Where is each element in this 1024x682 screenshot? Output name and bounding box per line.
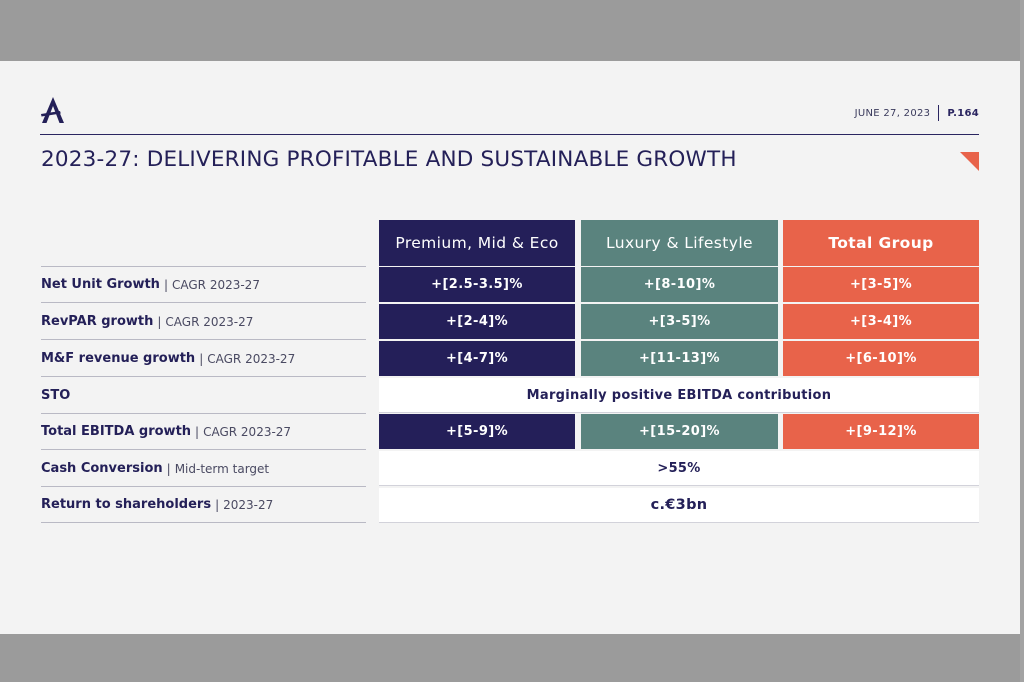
cell-mf-revenue-luxury: +[11-13]% [581, 341, 778, 376]
row-subtitle: CAGR 2023-27 [165, 314, 254, 329]
pipe-separator: | [157, 314, 162, 329]
pipe-separator: | [199, 351, 204, 366]
orange-corner-triangle-icon [960, 152, 979, 171]
header-meta: JUNE 27, 2023 P.164 [855, 105, 979, 121]
row-subtitle: CAGR 2023-27 [203, 424, 292, 439]
cell-sto-merged: Marginally positive EBITDA contribution [379, 378, 979, 413]
row-title: Total EBITDA growth [41, 424, 192, 439]
row-subtitle: Mid-term target [174, 461, 270, 476]
header-rule [40, 134, 979, 135]
cell-ebitda-total: +[9-12]% [783, 414, 979, 449]
row-label-sto: STO [41, 378, 366, 414]
column-header-premium: Premium, Mid & Eco [379, 220, 575, 266]
row-label-total-ebitda-growth: Total EBITDA growth | CAGR 2023-27 [41, 414, 366, 450]
right-gutter [1020, 0, 1024, 682]
pipe-separator: | [195, 424, 200, 439]
cell-mf-revenue-total: +[6-10]% [783, 341, 979, 376]
cell-revpar-total: +[3-4]% [783, 304, 979, 339]
cell-return-to-shareholders-merged: c.€3bn [379, 488, 979, 523]
cell-revpar-premium: +[2-4]% [379, 304, 575, 339]
cell-ebitda-premium: +[5-9]% [379, 414, 575, 449]
row-label-net-unit-growth: Net Unit Growth | CAGR 2023-27 [41, 267, 366, 303]
row-subtitle: CAGR 2023-27 [171, 277, 260, 292]
row-subtitle: 2023-27 [223, 497, 274, 512]
cell-net-unit-growth-luxury: +[8-10]% [581, 267, 778, 302]
accor-a-logo-icon [41, 97, 64, 123]
row-title: STO [41, 388, 71, 403]
column-header-luxury: Luxury & Lifestyle [581, 220, 778, 266]
row-label-return-to-shareholders: Return to shareholders | 2023-27 [41, 487, 366, 523]
page-number: P.164 [947, 107, 979, 119]
column-header-total: Total Group [783, 220, 979, 266]
row-title: Return to shareholders [41, 497, 212, 512]
cell-ebitda-luxury: +[15-20]% [581, 414, 778, 449]
row-title: RevPAR growth [41, 314, 154, 329]
cell-net-unit-growth-total: +[3-5]% [783, 267, 979, 302]
pipe-separator: | [215, 497, 220, 512]
cell-revpar-luxury: +[3-5]% [581, 304, 778, 339]
divider [938, 105, 940, 121]
row-title: Net Unit Growth [41, 277, 160, 292]
pipe-separator: | [163, 277, 168, 292]
row-subtitle: CAGR 2023-27 [207, 351, 296, 366]
row-label-cash-conversion: Cash Conversion | Mid-term target [41, 451, 366, 487]
page-title: 2023-27: DELIVERING PROFITABLE AND SUSTA… [41, 147, 737, 172]
row-label-mf-revenue-growth: M&F revenue growth | CAGR 2023-27 [41, 341, 366, 377]
row-title: M&F revenue growth [41, 351, 196, 366]
label-top-rule [41, 266, 366, 267]
row-title: Cash Conversion [41, 461, 163, 476]
row-label-revpar-growth: RevPAR growth | CAGR 2023-27 [41, 304, 366, 340]
slide: JUNE 27, 2023 P.164 2023-27: DELIVERING … [0, 61, 1020, 634]
cell-mf-revenue-premium: +[4-7]% [379, 341, 575, 376]
date-label: JUNE 27, 2023 [854, 107, 931, 119]
pipe-separator: | [166, 461, 171, 476]
cell-cash-conversion-merged: >55% [379, 451, 979, 486]
cell-net-unit-growth-premium: +[2.5-3.5]% [379, 267, 575, 302]
